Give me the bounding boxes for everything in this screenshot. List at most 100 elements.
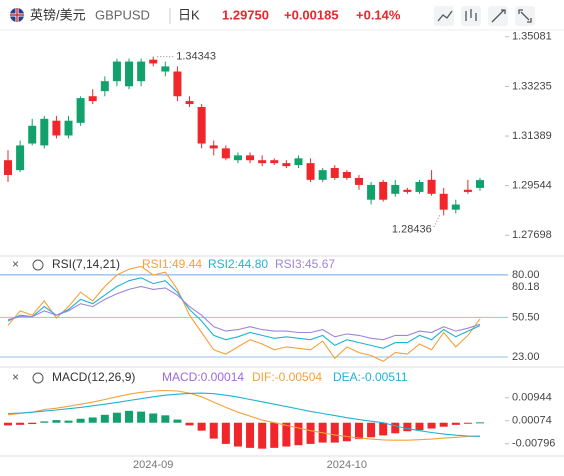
macd-bar bbox=[88, 417, 97, 423]
macd-bar bbox=[294, 422, 303, 446]
macd-bar bbox=[463, 422, 472, 424]
candle-body bbox=[367, 184, 376, 200]
indicator-button[interactable] bbox=[434, 6, 454, 26]
candle-body bbox=[88, 96, 97, 102]
macd-bar bbox=[354, 422, 363, 440]
candle-body bbox=[28, 125, 37, 144]
macd-bar bbox=[258, 422, 267, 449]
candle-body bbox=[342, 172, 351, 178]
y-tick-label: 80.18 bbox=[512, 281, 540, 293]
rsi-line bbox=[7, 265, 481, 362]
rsi-line bbox=[7, 277, 481, 349]
candle-body bbox=[282, 163, 291, 167]
macd-bar bbox=[64, 420, 73, 423]
low-label: 1.28436 bbox=[392, 223, 432, 235]
candle-body bbox=[463, 189, 472, 192]
legend-entry: RSI2:44.80 bbox=[208, 257, 268, 271]
macd-bar bbox=[476, 422, 484, 424]
candle-body bbox=[185, 101, 194, 105]
candle-body bbox=[391, 184, 400, 194]
settings-icon[interactable] bbox=[32, 372, 44, 384]
candle-body bbox=[209, 145, 218, 149]
candle-body bbox=[451, 204, 460, 210]
legend-entry: DEA:-0.00511 bbox=[333, 370, 408, 384]
y-tick-label: 1.27698 bbox=[512, 229, 552, 241]
candle-body bbox=[439, 193, 448, 210]
macd-bar bbox=[330, 422, 339, 443]
macd-bar bbox=[125, 410, 134, 423]
low-marker bbox=[433, 215, 441, 228]
close-icon[interactable]: × bbox=[12, 370, 19, 384]
candle-body bbox=[258, 160, 267, 164]
macd-bar bbox=[197, 422, 206, 431]
macd-bar bbox=[306, 422, 315, 444]
rsi-line bbox=[7, 285, 481, 341]
macd-bar bbox=[4, 422, 12, 426]
candle-body bbox=[4, 160, 12, 175]
y-tick-label: 80.00 bbox=[512, 269, 540, 281]
macd-bar bbox=[367, 422, 376, 438]
macd-bar bbox=[391, 422, 400, 434]
settings-icon[interactable] bbox=[32, 259, 44, 271]
macd-bar bbox=[137, 411, 146, 423]
candle-body bbox=[318, 170, 327, 180]
candle-body bbox=[427, 179, 436, 194]
macd-bar bbox=[40, 421, 49, 423]
legend-entry: RSI3:45.67 bbox=[275, 257, 335, 271]
flag bbox=[10, 8, 24, 22]
candle-body bbox=[173, 71, 182, 97]
macd-bar bbox=[100, 414, 109, 423]
rsi-title: RSI(7,14,21) bbox=[52, 257, 120, 271]
candle-body bbox=[40, 118, 49, 146]
macd-bar bbox=[342, 422, 351, 442]
macd-bar bbox=[427, 422, 436, 429]
candle-body bbox=[16, 145, 25, 171]
candle-body bbox=[379, 181, 388, 200]
candle-body bbox=[354, 177, 363, 185]
candle-body bbox=[403, 189, 412, 192]
compare-button[interactable] bbox=[461, 6, 481, 26]
y-tick-label: 1.31389 bbox=[512, 130, 552, 142]
legend-entry: RSI1:49.44 bbox=[142, 257, 202, 271]
period[interactable]: 日K bbox=[178, 7, 200, 22]
y-tick-label: 1.33235 bbox=[512, 80, 552, 92]
x-tick-label: 2024-09 bbox=[133, 459, 173, 471]
price: 1.29750 bbox=[222, 7, 269, 22]
fullscreen-button[interactable] bbox=[515, 6, 535, 26]
change: +0.00185 bbox=[284, 7, 339, 22]
legend-entry: DIF:-0.00504 bbox=[252, 370, 322, 384]
candle-body bbox=[306, 163, 315, 180]
macd-bar bbox=[270, 422, 279, 448]
symbol: 英镑/美元 bbox=[30, 7, 86, 22]
legend-entry: MACD:0.00014 bbox=[162, 370, 244, 384]
draw-button[interactable] bbox=[488, 6, 508, 26]
macd-bar bbox=[221, 422, 230, 444]
candle-body bbox=[100, 81, 109, 92]
close-icon[interactable]: × bbox=[12, 257, 19, 271]
candle-body bbox=[112, 61, 121, 82]
candle-body bbox=[52, 120, 61, 136]
macd-bar bbox=[149, 413, 158, 423]
macd-bar bbox=[52, 420, 61, 423]
y-tick-label: 0.00944 bbox=[512, 392, 552, 404]
x-tick-label: 2024-10 bbox=[327, 459, 367, 471]
candle-body bbox=[233, 155, 242, 161]
y-tick-label: 1.35081 bbox=[512, 31, 552, 43]
candle-body bbox=[330, 167, 339, 178]
candle-body bbox=[161, 66, 170, 72]
macd-bar bbox=[76, 418, 85, 423]
candle-body bbox=[270, 160, 279, 164]
y-tick-label: 1.29544 bbox=[512, 180, 552, 192]
candle-body bbox=[137, 61, 146, 82]
high-label: 1.34343 bbox=[176, 51, 216, 63]
candle-body bbox=[246, 155, 255, 161]
macd-bar bbox=[233, 422, 242, 447]
macd-title: MACD(12,26,9) bbox=[52, 370, 135, 384]
macd-line bbox=[7, 389, 481, 441]
y-tick-label: 23.00 bbox=[512, 351, 540, 363]
candle-body bbox=[415, 181, 424, 192]
macd-line bbox=[7, 392, 481, 437]
y-tick-label: -0.00796 bbox=[512, 438, 555, 450]
